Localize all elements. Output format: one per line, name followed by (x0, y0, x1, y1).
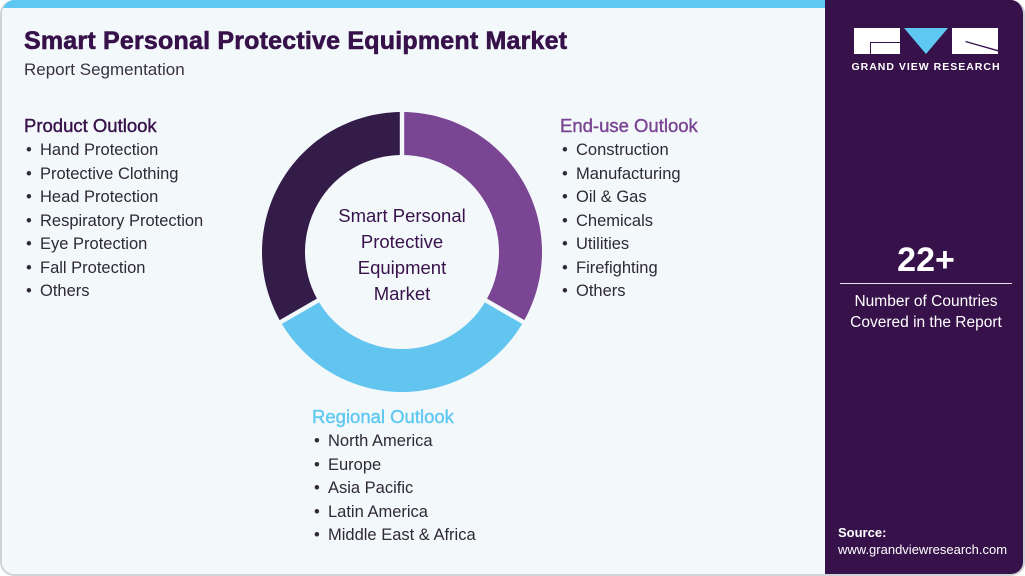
list-item: North America (312, 430, 476, 454)
list-item: Respiratory Protection (24, 210, 203, 234)
list-item: Oil & Gas (560, 186, 698, 210)
source-label: Source: (838, 525, 887, 540)
logo-text: GRAND VIEW RESEARCH (851, 61, 1001, 73)
list-item: Others (560, 280, 698, 304)
page-subtitle: Report Segmentation (24, 60, 185, 79)
regional-outlook-list: North America Europe Asia Pacific Latin … (312, 430, 476, 548)
stat-number: 22+ (897, 241, 955, 279)
top-accent-bar (2, 0, 825, 8)
list-item: Protective Clothing (24, 163, 203, 187)
stat-divider (840, 283, 1012, 284)
list-item: Chemicals (560, 210, 698, 234)
segmentation-donut (262, 112, 542, 393)
center-line: Smart Personal (338, 205, 466, 226)
stat-label-line: Number of Countries (854, 293, 998, 310)
list-item: Asia Pacific (312, 477, 476, 501)
stat-label-line: Covered in the Report (850, 314, 1002, 331)
enduse-outlook-section: End-use Outlook Construction Manufacturi… (560, 115, 698, 304)
page-title: Smart Personal Protective Equipment Mark… (24, 27, 568, 56)
list-item: Construction (560, 139, 698, 163)
center-line: Equipment (357, 257, 447, 278)
donut-center-label: Smart Personal Protective Equipment Mark… (312, 203, 492, 307)
product-outlook-section: Product Outlook Hand Protection Protecti… (24, 115, 203, 304)
list-item: Fall Protection (24, 257, 203, 281)
center-line: Market (373, 283, 431, 304)
donut-segment-regional-outlook (281, 302, 523, 393)
list-item: Europe (312, 454, 476, 478)
regional-outlook-title: Regional Outlook (312, 406, 454, 427)
list-item: Utilities (560, 233, 698, 257)
source-url: www.grandviewresearch.com (838, 542, 1008, 557)
list-item: Latin America (312, 501, 476, 525)
enduse-outlook-list: Construction Manufacturing Oil & Gas Che… (560, 139, 698, 304)
product-outlook-list: Hand Protection Protective Clothing Head… (24, 139, 203, 304)
list-item: Eye Protection (24, 233, 203, 257)
list-item: Hand Protection (24, 139, 203, 163)
list-item: Firefighting (560, 257, 698, 281)
center-line: Protective (360, 231, 444, 252)
list-item: Middle East & Africa (312, 524, 476, 548)
list-item: Others (24, 280, 203, 304)
donut-segment-product-outlook (262, 112, 400, 321)
regional-outlook-section: Regional Outlook North America Europe As… (312, 406, 476, 548)
stat-label: Number of Countries Covered in the Repor… (825, 291, 1023, 333)
list-item: Head Protection (24, 186, 203, 210)
product-outlook-title: Product Outlook (24, 115, 157, 136)
list-item: Manufacturing (560, 163, 698, 187)
enduse-outlook-title: End-use Outlook (560, 115, 698, 136)
sidebar-panel (825, 0, 1023, 574)
donut-segment-end-use-outlook (404, 112, 542, 321)
grand-view-research-logo-icon (854, 28, 998, 54)
